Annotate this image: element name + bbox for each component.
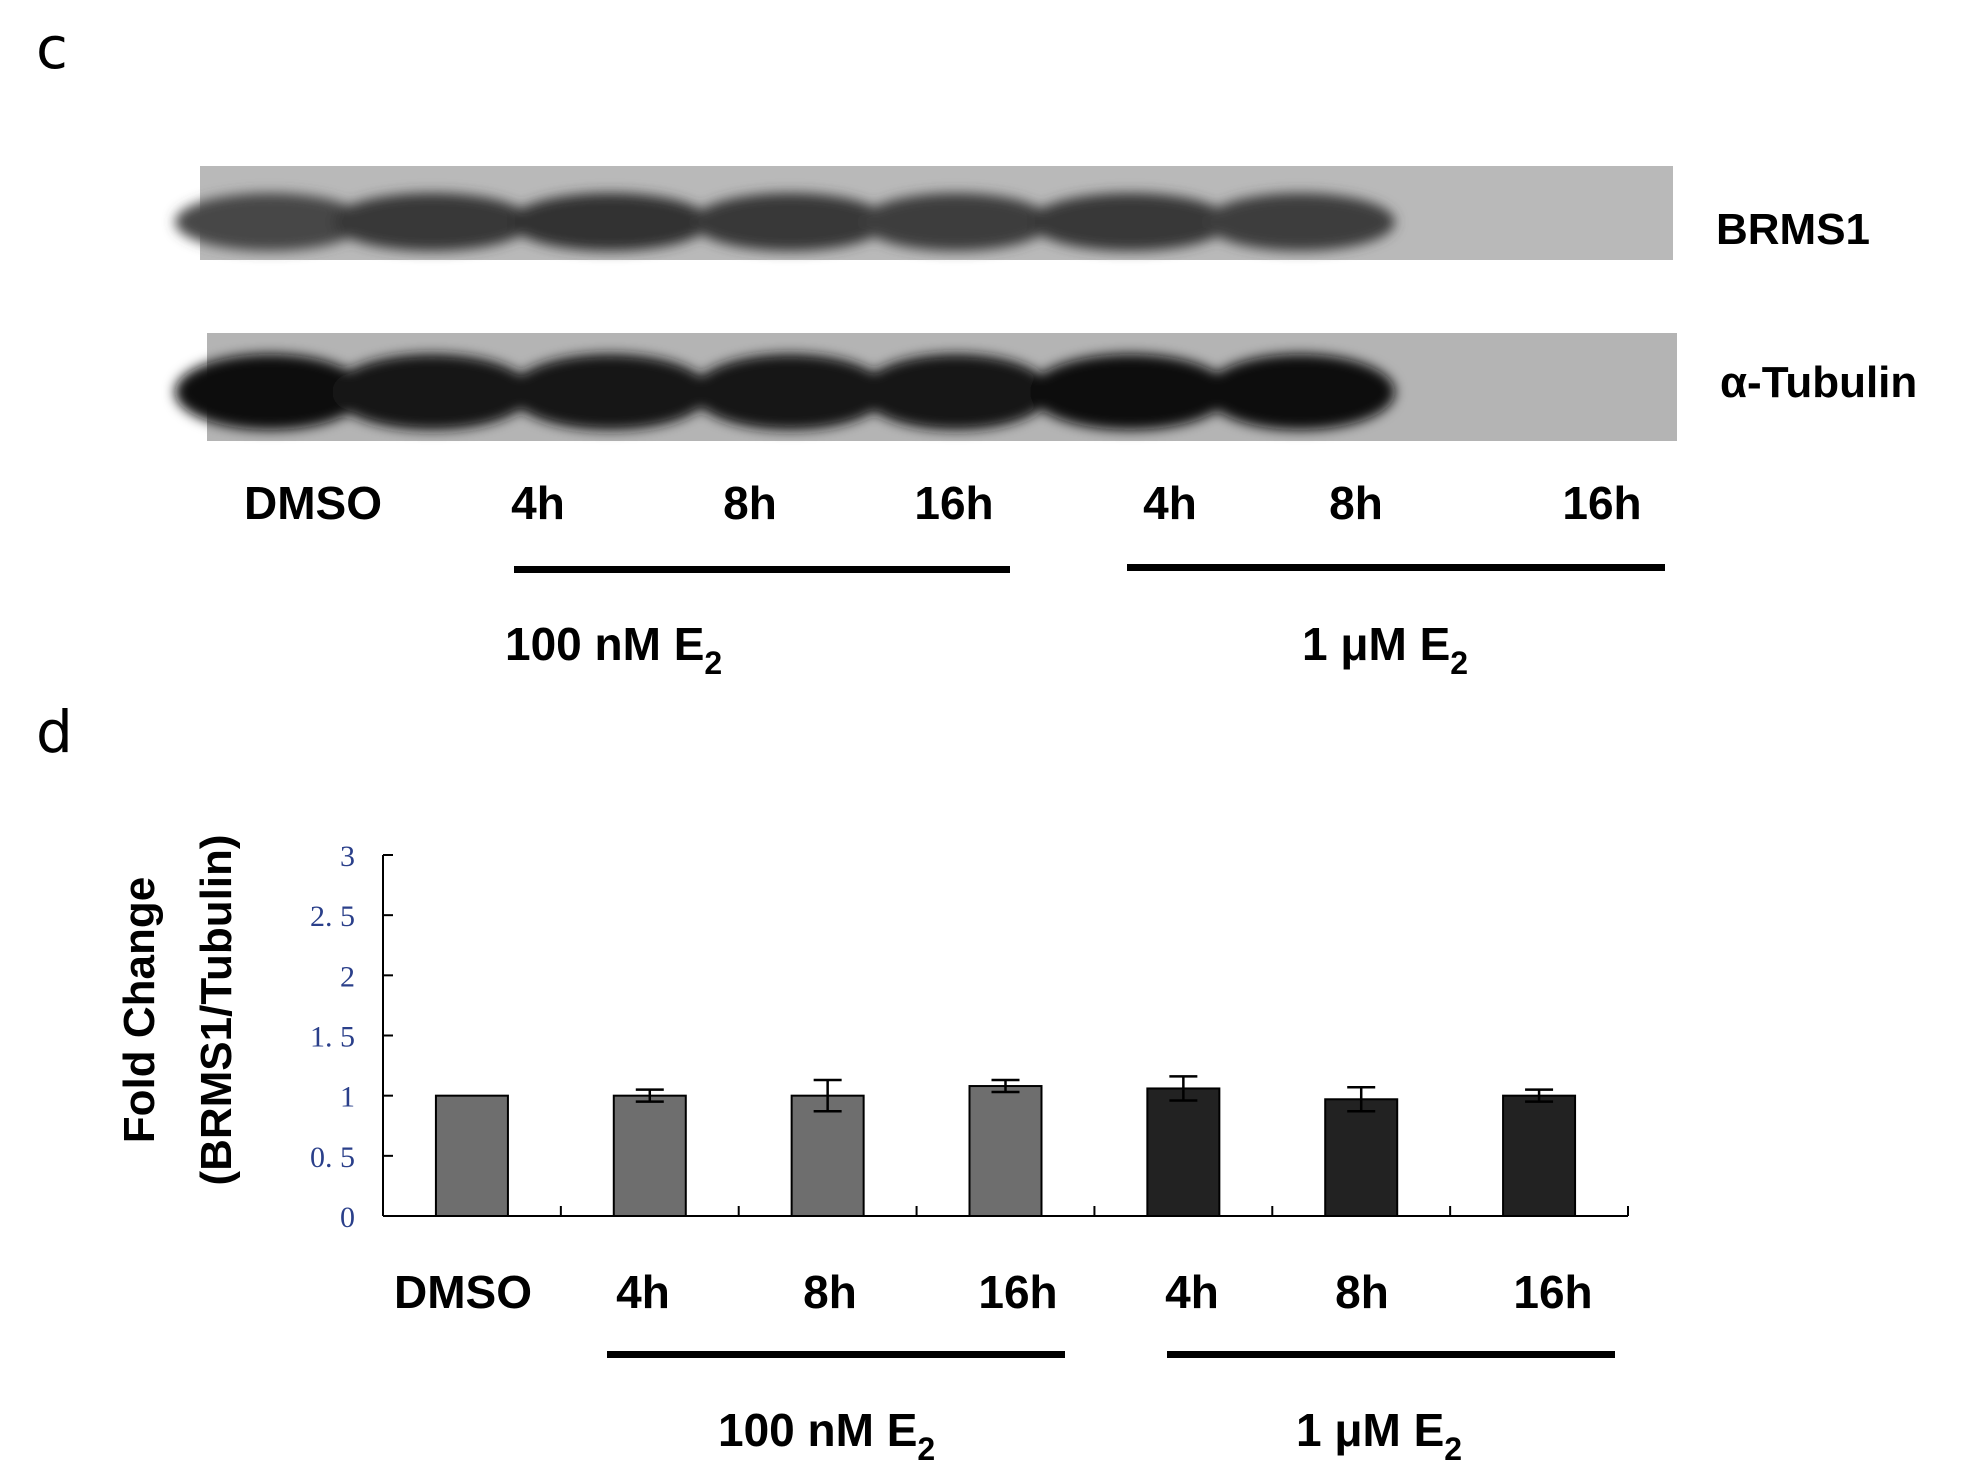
blot-lane-label: 4h [1143, 477, 1197, 529]
blot-lane-label: 4h [511, 477, 565, 529]
blot-band [332, 354, 532, 430]
x-tick-label: DMSO [394, 1266, 532, 1318]
panel-letter-c: c [36, 14, 68, 82]
x-tick-label: 8h [803, 1266, 857, 1318]
blot-lane-label: 16h [914, 477, 993, 529]
y-axis-label-line2: (BRMS1/Tubulin) [192, 834, 241, 1185]
blot-lane-label: 8h [723, 477, 777, 529]
blot-label-tubulin: α-Tubulin [1720, 358, 1917, 407]
y-tick-label: 1 [340, 1081, 355, 1114]
x-tick-label: 16h [978, 1266, 1057, 1318]
blot-lane-label: DMSO [244, 477, 382, 529]
chart-group-label-1um: 1 μM E2 [1296, 1404, 1462, 1467]
chart-group-bar-100nm [607, 1351, 1065, 1358]
blot-band [510, 193, 710, 251]
y-tick-label: 2. 5 [310, 900, 355, 933]
y-ticks: 0 0. 5 1 1. 5 2 2. 5 3 [310, 840, 393, 1234]
bar [968, 1085, 1043, 1218]
bar [434, 1094, 509, 1217]
bar [612, 1094, 687, 1217]
panel-letter-d: d [36, 698, 73, 766]
chart-group-bar-1um [1167, 1351, 1615, 1358]
bar [1502, 1094, 1577, 1217]
blot-band [692, 193, 888, 251]
y-tick-label: 0 [340, 1201, 355, 1234]
bar [1324, 1098, 1399, 1217]
error-bars [635, 1075, 1554, 1113]
bar [1146, 1087, 1221, 1217]
blot-lane-label: 16h [1562, 477, 1641, 529]
y-tick-label: 2 [340, 960, 355, 993]
blot-lane-label: 8h [1329, 477, 1383, 529]
x-category-labels: DMSO 4h 8h 16h 4h 8h 16h [394, 1266, 1593, 1318]
y-axis-label-line1: Fold Change [115, 877, 164, 1143]
blot-band [1030, 193, 1230, 251]
blot-band [510, 354, 710, 430]
y-tick-label: 3 [340, 840, 355, 873]
blot-band [861, 193, 1051, 251]
blot-band [175, 354, 365, 430]
x-ticks [559, 1206, 1629, 1216]
bars [434, 1085, 1577, 1218]
blot-label-brms1: BRMS1 [1716, 205, 1870, 254]
blot-band [692, 354, 888, 430]
blot-band [1030, 354, 1230, 430]
blot-band [175, 193, 365, 251]
blot-group-bar-100nm [514, 566, 1010, 573]
y-tick-label: 0. 5 [310, 1141, 355, 1174]
chart-group-label-100nm: 100 nM E2 [718, 1404, 935, 1467]
blot-band [861, 354, 1051, 430]
x-tick-label: 8h [1335, 1266, 1389, 1318]
blot-band [1205, 193, 1395, 251]
bar [790, 1094, 865, 1217]
y-tick-label: 1. 5 [310, 1021, 355, 1054]
x-tick-label: 4h [616, 1266, 670, 1318]
blot-group-label-100nm: 100 nM E2 [505, 618, 722, 681]
brms1-blot [175, 166, 1673, 260]
blot-group-bar-1um [1127, 564, 1665, 571]
x-tick-label: 4h [1165, 1266, 1219, 1318]
blot-band [332, 193, 532, 251]
x-tick-label: 16h [1513, 1266, 1592, 1318]
blot-lane-labels: DMSO 4h 8h 16h 4h 8h 16h [244, 477, 1642, 529]
tubulin-blot [175, 333, 1677, 441]
blot-band [1205, 354, 1395, 430]
blot-group-label-1um: 1 μM E2 [1302, 618, 1468, 681]
